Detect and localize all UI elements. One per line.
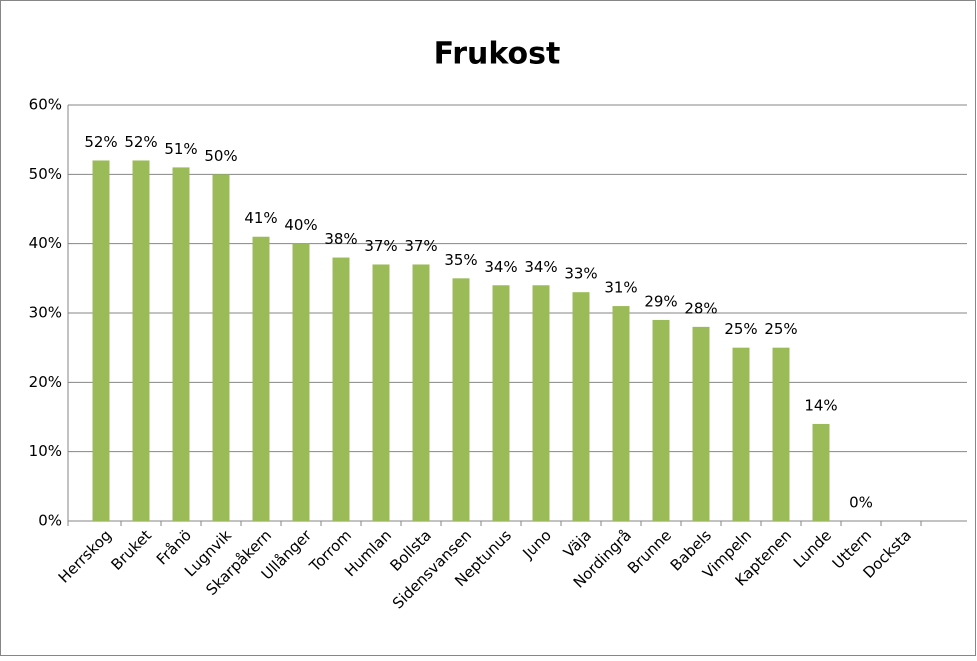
data-label: 25% xyxy=(724,320,757,338)
bar xyxy=(132,160,150,521)
bar xyxy=(612,306,630,521)
data-label: 33% xyxy=(564,265,597,283)
y-tick-label: 10% xyxy=(29,442,62,460)
bar xyxy=(732,347,750,521)
data-label: 51% xyxy=(164,140,197,158)
bar xyxy=(492,285,510,521)
data-label: 41% xyxy=(244,209,277,227)
bar xyxy=(292,243,310,521)
data-label: 14% xyxy=(804,396,837,414)
data-label: 38% xyxy=(324,230,357,248)
data-label: 40% xyxy=(284,216,317,234)
data-label: 50% xyxy=(204,147,237,165)
bar xyxy=(92,160,110,521)
y-tick-label: 60% xyxy=(29,96,62,114)
data-label: 35% xyxy=(444,251,477,269)
y-tick-label: 30% xyxy=(29,304,62,322)
data-label: 25% xyxy=(764,320,797,338)
bar xyxy=(412,264,430,521)
bar xyxy=(252,236,270,521)
data-label: 34% xyxy=(484,258,517,276)
bar xyxy=(212,174,230,522)
y-tick-label: 0% xyxy=(38,512,62,530)
bar xyxy=(812,423,830,521)
bar xyxy=(452,278,470,521)
y-tick-label: 20% xyxy=(29,373,62,391)
bar xyxy=(372,264,390,521)
data-label: 31% xyxy=(604,279,637,297)
data-label: 28% xyxy=(684,299,717,317)
y-tick-label: 40% xyxy=(29,234,62,252)
data-label: 37% xyxy=(364,237,397,255)
bar xyxy=(692,326,710,521)
y-tick-label: 50% xyxy=(29,165,62,183)
bar xyxy=(332,257,350,521)
data-label: 29% xyxy=(644,292,677,310)
data-label: 52% xyxy=(124,133,157,151)
data-label: 52% xyxy=(84,133,117,151)
chart-title: Frukost xyxy=(434,37,561,72)
bar xyxy=(652,319,670,521)
data-label: 0% xyxy=(849,494,873,512)
bar xyxy=(532,285,550,521)
bar xyxy=(572,292,590,521)
bar xyxy=(772,347,790,521)
bar xyxy=(172,167,190,521)
data-label: 34% xyxy=(524,258,557,276)
data-label: 37% xyxy=(404,237,437,255)
